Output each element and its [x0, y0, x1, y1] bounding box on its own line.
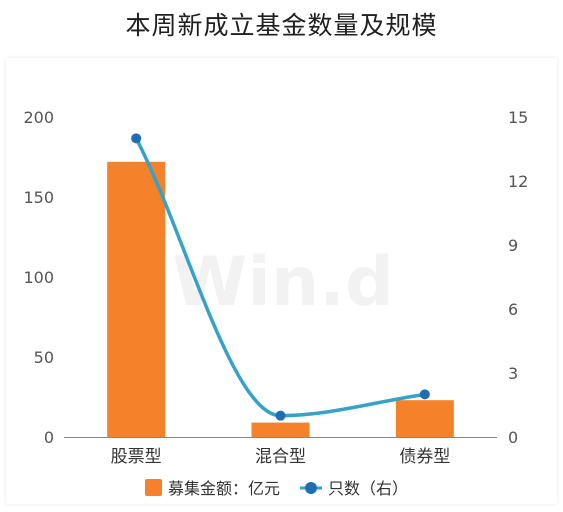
right-tick-label: 3	[508, 364, 518, 383]
right-tick-label: 15	[508, 108, 528, 127]
left-tick-label: 50	[34, 348, 54, 367]
right-tick-label: 0	[508, 428, 518, 447]
right-tick-label: 6	[508, 300, 518, 319]
x-tick-label: 股票型	[111, 447, 162, 467]
bar	[395, 400, 454, 437]
left-tick-label: 150	[23, 188, 54, 207]
bar	[107, 161, 166, 438]
bar	[251, 422, 310, 437]
line-series	[134, 137, 426, 418]
legend-line-label: 只数（右）	[328, 479, 408, 498]
left-axis: 0 50 100 150 200	[23, 108, 54, 447]
left-tick-label: 100	[23, 268, 54, 287]
line-point	[419, 389, 430, 400]
right-tick-label: 12	[508, 172, 528, 191]
line-point	[275, 410, 286, 421]
x-axis: 股票型 混合型 债券型	[111, 447, 451, 467]
legend: 募集金额：亿元 只数（右）	[145, 479, 408, 498]
legend-bar-label: 募集金额：亿元	[168, 479, 280, 498]
left-tick-label: 200	[23, 108, 54, 127]
legend-bar-swatch	[145, 479, 162, 496]
legend-line-marker	[305, 482, 317, 494]
right-axis: 0 3 6 9 12 15	[508, 108, 528, 447]
chart-title: 本周新成立基金数量及规模	[125, 11, 438, 40]
left-tick-label: 0	[44, 428, 54, 447]
bar-series	[107, 161, 454, 438]
x-tick-label: 混合型	[255, 447, 306, 467]
line-point	[131, 133, 142, 144]
right-tick-label: 9	[508, 236, 518, 255]
watermark: Win.d	[172, 243, 393, 322]
x-tick-label: 债券型	[399, 447, 450, 467]
line-markers	[131, 133, 430, 421]
